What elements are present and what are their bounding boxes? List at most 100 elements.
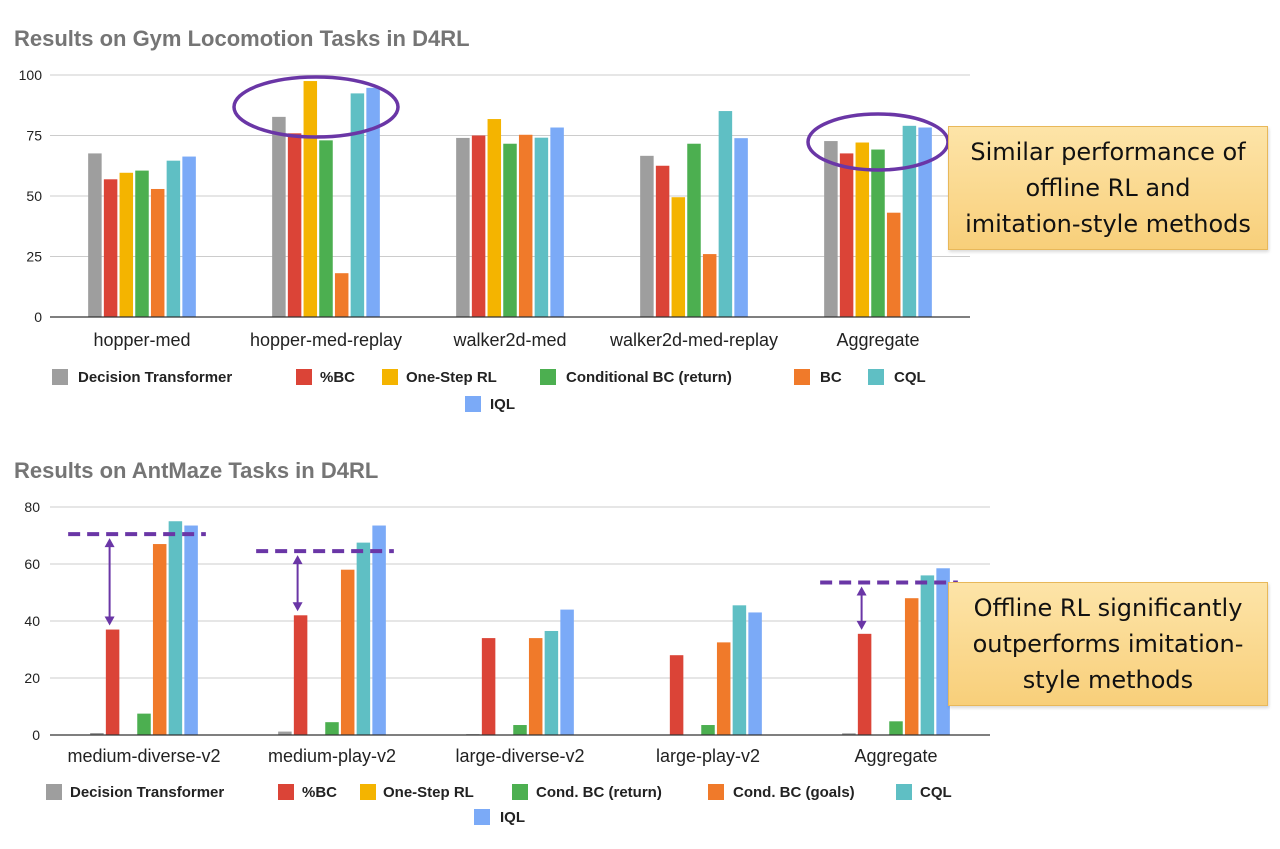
bar-bc-walker2d-med-replay xyxy=(702,254,717,317)
legend-label-cql: CQL xyxy=(920,784,952,801)
annotation-arrowhead-up-medium-play-v2 xyxy=(292,555,303,565)
y-tick-label: 20 xyxy=(24,670,40,686)
bar-bc-hopper-med xyxy=(150,188,165,317)
legend-swatch-bc xyxy=(296,369,312,385)
y-tick-label: 0 xyxy=(34,309,42,325)
y-tick-label: 80 xyxy=(24,499,40,515)
bar-bc-walker2d-med xyxy=(518,134,533,317)
bar-decision-transformer-medium-diverse-v2 xyxy=(90,733,104,735)
bar-cond-bc-return-large-diverse-v2 xyxy=(513,725,527,735)
legend-label-cond-bc-goals: Cond. BC (goals) xyxy=(733,784,855,801)
legend-label-cql: CQL xyxy=(894,369,926,386)
legend-swatch-iql xyxy=(465,396,481,412)
bar-cond-bc-return-medium-play-v2 xyxy=(325,722,339,735)
callout-similar-performance-text: Similar performance of offline RL and im… xyxy=(965,138,1251,238)
bar-cql-walker2d-med-replay xyxy=(718,111,733,317)
x-category-label: medium-play-v2 xyxy=(268,746,396,766)
bar-one-step-rl-hopper-med xyxy=(119,172,134,317)
y-tick-label: 100 xyxy=(19,67,43,83)
annotation-arrowhead-down-medium-diverse-v2 xyxy=(104,616,115,626)
bar-decision-transformer-walker2d-med-replay xyxy=(640,155,654,317)
legend-label-decision-transformer: Decision Transformer xyxy=(70,784,224,801)
y-tick-label: 60 xyxy=(24,556,40,572)
legend-swatch-decision-transformer xyxy=(46,784,62,800)
y-tick-label: 40 xyxy=(24,613,40,629)
annotation-arrowhead-up-medium-diverse-v2 xyxy=(104,538,115,548)
y-tick-label: 75 xyxy=(26,128,42,144)
legend-swatch-iql xyxy=(474,809,490,825)
legend-swatch-one-step-rl xyxy=(382,369,398,385)
bar-decision-transformer-hopper-med xyxy=(88,153,102,317)
legend-label-bc: %BC xyxy=(302,784,337,801)
legend-swatch-cond-bc-return xyxy=(512,784,528,800)
bar-cql-aggregate xyxy=(902,125,917,317)
legend-swatch-bc xyxy=(794,369,810,385)
legend-swatch-cql xyxy=(868,369,884,385)
callout-similar-performance: Similar performance of offline RL and im… xyxy=(948,126,1268,250)
bar-cql-hopper-med xyxy=(166,160,181,317)
bar-bc-walker2d-med xyxy=(471,135,486,317)
bar-cql-medium-diverse-v2 xyxy=(168,521,183,735)
bar-iql-walker2d-med xyxy=(550,127,564,317)
bar-bc-aggregate xyxy=(839,153,854,317)
bar-bc-medium-play-v2 xyxy=(293,615,308,735)
bar-decision-transformer-walker2d-med xyxy=(456,137,470,317)
y-tick-label: 50 xyxy=(26,188,42,204)
bar-cond-bc-goals-aggregate xyxy=(904,598,919,735)
bar-cond-bc-goals-medium-play-v2 xyxy=(340,569,355,735)
bar-cql-hopper-med-replay xyxy=(350,93,365,317)
bar-conditional-bc-return-walker2d-med xyxy=(503,143,517,317)
x-category-label: large-play-v2 xyxy=(656,746,760,766)
annotation-ellipse-hopper-med-replay xyxy=(232,75,400,139)
bar-conditional-bc-return-walker2d-med-replay xyxy=(687,143,701,317)
bar-cql-large-play-v2 xyxy=(732,605,747,735)
bar-cond-bc-return-aggregate xyxy=(889,721,903,735)
legend-swatch-bc xyxy=(278,784,294,800)
legend-label-cond-bc-return: Cond. BC (return) xyxy=(536,784,662,801)
chart-title: Results on AntMaze Tasks in D4RL xyxy=(14,458,378,483)
callout-offline-rl-outperforms-text: Offline RL significantly outperforms imi… xyxy=(972,594,1244,694)
bar-conditional-bc-return-hopper-med xyxy=(135,170,149,317)
bar-iql-hopper-med xyxy=(182,156,196,317)
bar-cql-walker2d-med xyxy=(534,137,549,317)
legend-swatch-cond-bc-goals xyxy=(708,784,724,800)
chart-title: Results on Gym Locomotion Tasks in D4RL xyxy=(14,26,470,51)
y-tick-label: 0 xyxy=(32,727,40,743)
x-category-label: hopper-med xyxy=(93,330,190,350)
legend-swatch-one-step-rl xyxy=(360,784,376,800)
bar-iql-aggregate xyxy=(918,127,932,317)
legend-swatch-conditional-bc-return xyxy=(540,369,556,385)
x-category-label: medium-diverse-v2 xyxy=(67,746,220,766)
x-category-label: walker2d-med-replay xyxy=(609,330,778,350)
legend-label-one-step-rl: One-Step RL xyxy=(406,369,497,386)
bar-cql-medium-play-v2 xyxy=(356,542,371,735)
bar-conditional-bc-return-aggregate xyxy=(871,149,885,317)
legend-label-one-step-rl: One-Step RL xyxy=(383,784,474,801)
bar-one-step-rl-walker2d-med xyxy=(487,119,502,317)
legend-label-bc: BC xyxy=(820,369,842,386)
bar-bc-hopper-med xyxy=(103,179,118,317)
legend-label-iql: IQL xyxy=(500,809,525,826)
bar-bc-hopper-med-replay xyxy=(334,273,349,317)
bar-cond-bc-goals-medium-diverse-v2 xyxy=(152,544,167,735)
bar-one-step-rl-aggregate xyxy=(855,142,870,317)
annotation-arrowhead-down-aggregate xyxy=(856,620,867,630)
bar-bc-aggregate xyxy=(886,212,901,317)
bar-cond-bc-goals-large-diverse-v2 xyxy=(528,638,543,735)
bar-bc-large-diverse-v2 xyxy=(481,638,496,735)
bar-one-step-rl-hopper-med-replay xyxy=(303,81,318,317)
bar-bc-walker2d-med-replay xyxy=(655,165,670,317)
bar-bc-large-play-v2 xyxy=(669,655,684,735)
antmaze-chart: Results on AntMaze Tasks in D4RL 0 20 40 60 8… xyxy=(14,458,990,826)
x-category-label: hopper-med-replay xyxy=(250,330,402,350)
bar-decision-transformer-hopper-med-replay xyxy=(272,116,286,317)
bar-iql-large-play-v2 xyxy=(748,612,762,735)
bar-decision-transformer-medium-play-v2 xyxy=(278,731,292,735)
bar-conditional-bc-return-hopper-med-replay xyxy=(319,140,333,317)
bar-one-step-rl-walker2d-med-replay xyxy=(671,197,686,317)
x-category-label: walker2d-med xyxy=(452,330,566,350)
x-category-label: large-diverse-v2 xyxy=(455,746,584,766)
callout-offline-rl-outperforms: Offline RL significantly outperforms imi… xyxy=(948,582,1268,706)
bar-bc-hopper-med-replay xyxy=(287,133,302,317)
